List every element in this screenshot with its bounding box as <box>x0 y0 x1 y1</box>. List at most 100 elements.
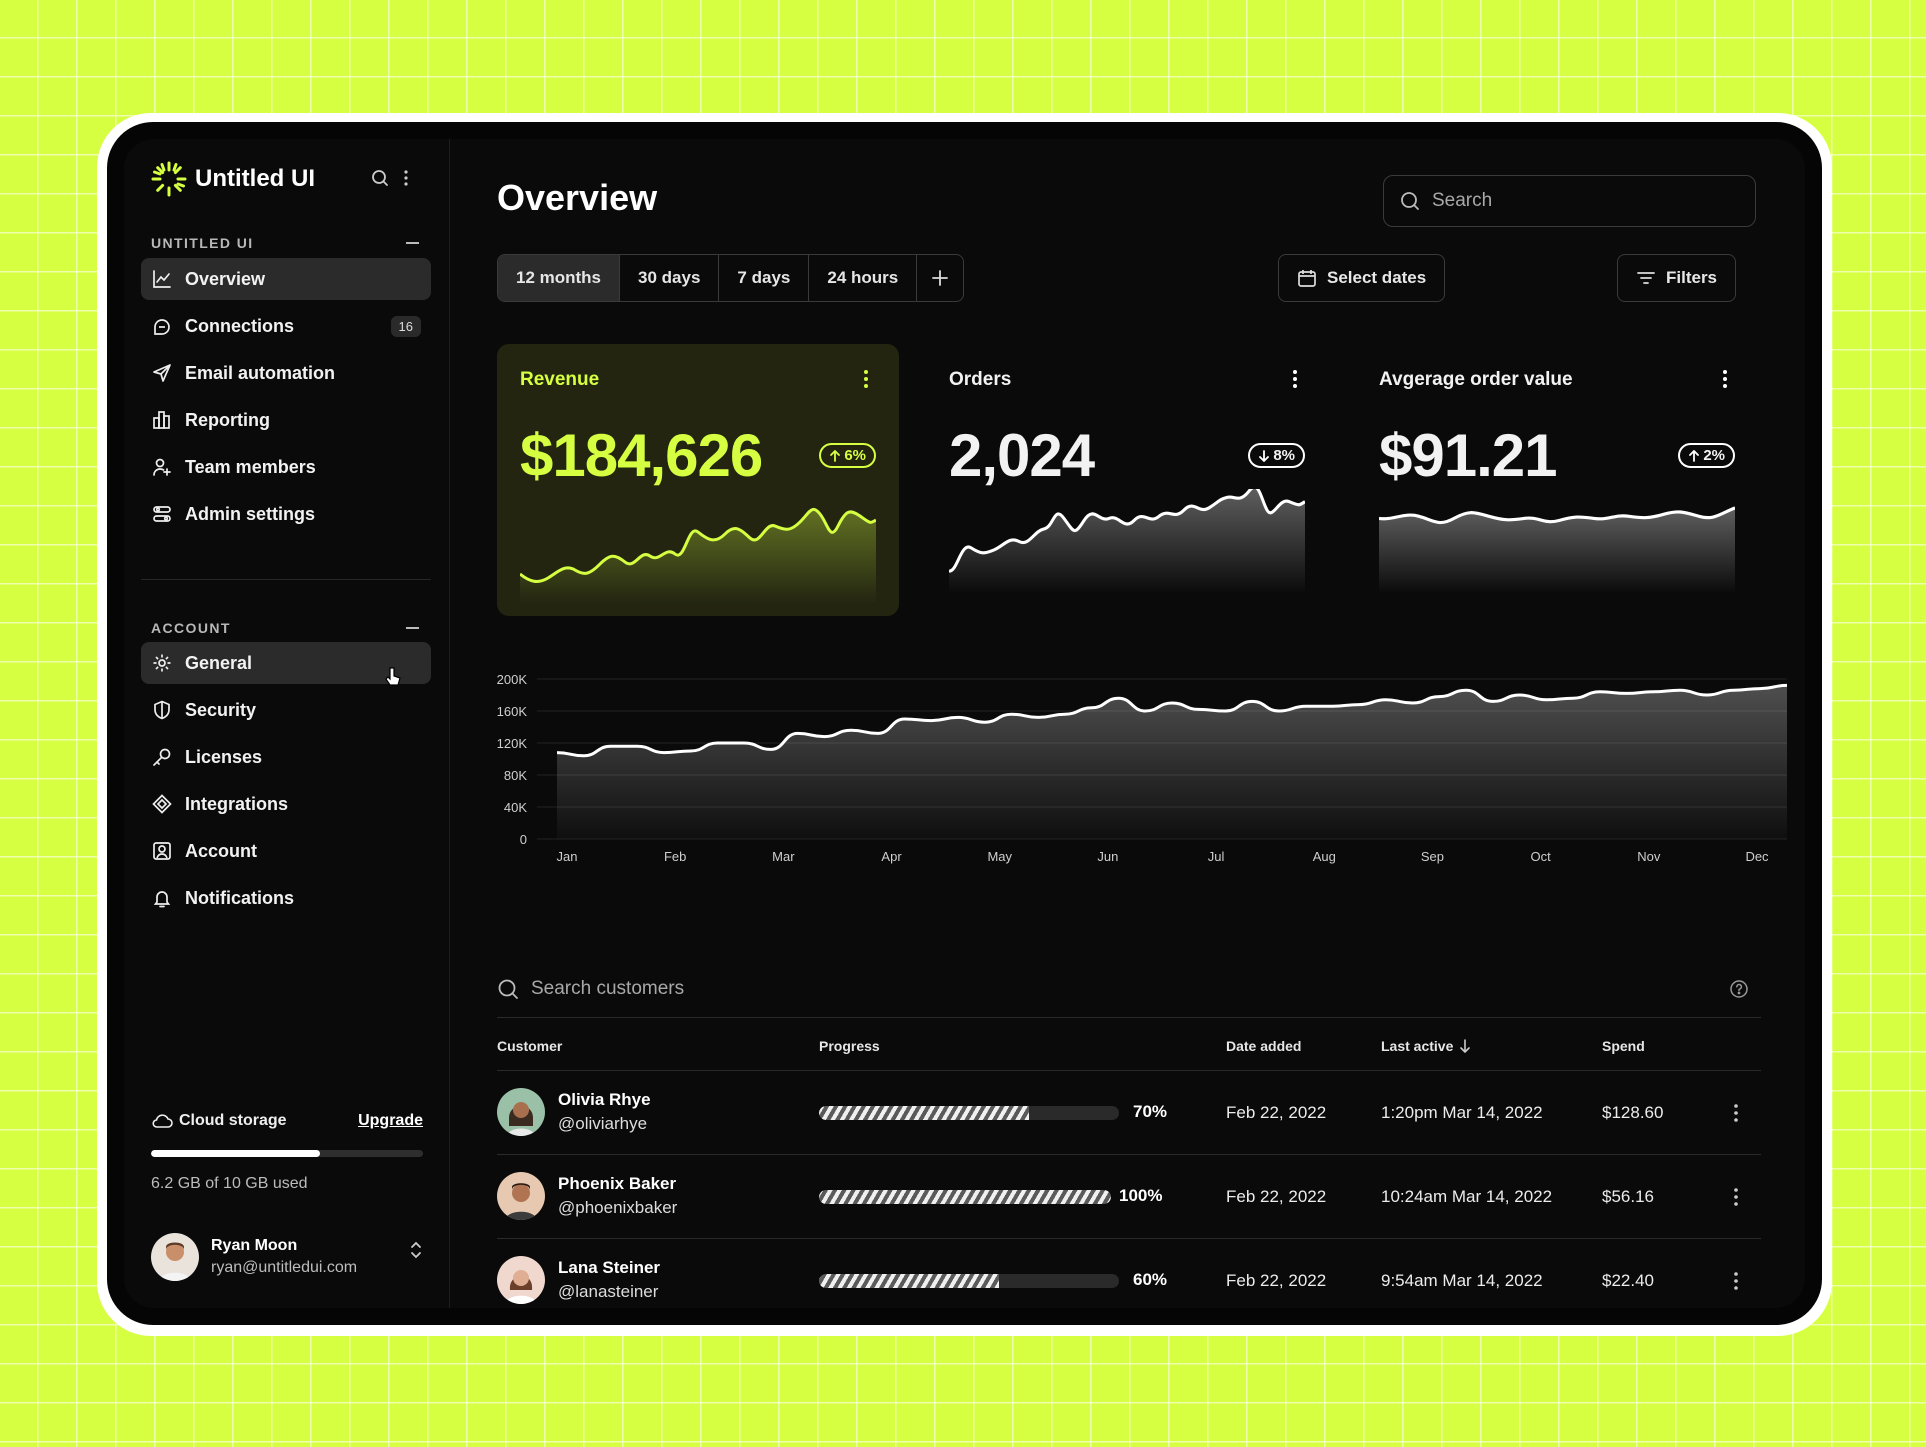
brand[interactable]: Untitled UI <box>151 161 315 197</box>
search-input[interactable]: Search <box>1383 175 1756 227</box>
section-header-untitled[interactable]: UNTITLED UI <box>151 235 419 251</box>
storage-title-label: Cloud storage <box>179 1112 287 1129</box>
sidebar-item-label: Security <box>185 699 257 720</box>
sidebar-item-email-automation[interactable]: Email automation <box>141 352 431 394</box>
upgrade-link[interactable]: Upgrade <box>358 1112 423 1129</box>
table-row[interactable]: Olivia Rhye @oliviarhye 70% Feb 22, 2022 … <box>497 1071 1761 1155</box>
select-dates-label: Select dates <box>1327 268 1427 287</box>
collapse-icon[interactable] <box>406 242 419 244</box>
more-vertical-icon[interactable] <box>403 169 409 187</box>
spend: $56.16 <box>1602 1187 1654 1206</box>
help-circle-icon[interactable] <box>1729 979 1749 999</box>
sidebar-item-licenses[interactable]: Licenses <box>141 736 431 778</box>
cloud-icon <box>152 1114 173 1128</box>
user-profile[interactable]: Ryan Moon ryan@untitledui.com <box>151 1233 423 1281</box>
tab-12-months[interactable]: 12 months <box>498 255 621 301</box>
x-tick-label: Aug <box>1313 849 1336 864</box>
add-range-button[interactable] <box>917 255 963 301</box>
search-customers-input[interactable]: Search customers <box>531 978 685 999</box>
tab-7-days[interactable]: 7 days <box>719 255 810 301</box>
sidebar-item-account[interactable]: Account <box>141 830 431 872</box>
gear-icon <box>151 652 173 674</box>
last-active: 1:20pm Mar 14, 2022 <box>1381 1103 1543 1122</box>
sidebar-item-reporting[interactable]: Reporting <box>141 399 431 441</box>
sidebar-item-overview[interactable]: Overview <box>141 258 431 300</box>
sidebar-item-admin-settings[interactable]: Admin settings <box>141 493 431 535</box>
search-placeholder: Search <box>1432 190 1493 211</box>
section-header-account[interactable]: ACCOUNT <box>151 620 419 636</box>
customer-cell: Lana Steiner @lanasteiner <box>497 1256 660 1304</box>
more-vertical-icon[interactable] <box>1722 369 1728 389</box>
filters-button[interactable]: Filters <box>1617 254 1737 302</box>
sidebar: Untitled UI UNTITLED UI Overview Connect… <box>124 139 450 1308</box>
sidebar-item-label: Overview <box>185 268 266 289</box>
card-title: Revenue <box>520 369 600 390</box>
toggles-icon <box>151 503 173 525</box>
select-dates-button[interactable]: Select dates <box>1278 254 1446 302</box>
x-tick-label: Apr <box>881 849 902 864</box>
metric-card-revenue[interactable]: Revenue $184,626 6% <box>497 344 899 616</box>
storage-bar <box>151 1150 423 1157</box>
table-row[interactable]: Phoenix Baker @phoenixbaker 100% Feb 22, … <box>497 1155 1761 1239</box>
avatar <box>497 1256 545 1304</box>
sidebar-item-team-members[interactable]: Team members <box>141 446 431 488</box>
customer-name: Olivia Rhye <box>558 1090 651 1109</box>
x-tick-label: Feb <box>664 849 686 864</box>
tab-30-days[interactable]: 30 days <box>620 255 720 301</box>
progress-label: 60% <box>1133 1270 1168 1289</box>
search-icon <box>1401 192 1419 210</box>
plus-icon <box>932 270 949 286</box>
sidebar-item-label: General <box>185 652 253 673</box>
column-header-date-added[interactable]: Date added <box>1226 1038 1302 1054</box>
column-header-last-active[interactable]: Last active <box>1381 1038 1471 1054</box>
metric-card-aov[interactable]: Avgerage order value $91.21 2% <box>1356 344 1758 616</box>
metric-card-orders[interactable]: Orders 2,024 8% <box>926 344 1328 616</box>
card-value: $184,626 <box>520 422 763 489</box>
last-active: 9:54am Mar 14, 2022 <box>1381 1271 1543 1290</box>
more-vertical-icon[interactable] <box>1733 1103 1739 1123</box>
collapse-icon[interactable] <box>406 627 419 629</box>
chart-series-line <box>556 683 1787 758</box>
more-vertical-icon[interactable] <box>1733 1271 1739 1291</box>
more-vertical-icon[interactable] <box>1292 369 1298 389</box>
storage-usage: 6.2 GB of 10 GB used <box>151 1175 308 1192</box>
aov-sparkline <box>1379 506 1735 594</box>
sidebar-tools <box>371 169 409 187</box>
sidebar-item-general[interactable]: General <box>141 642 431 686</box>
column-header-spend[interactable]: Spend <box>1602 1038 1645 1054</box>
last-active-label: Last active <box>1381 1038 1454 1054</box>
sidebar-item-label: Team members <box>185 456 316 477</box>
x-tick-label: Jun <box>1097 849 1118 864</box>
sidebar-item-integrations[interactable]: Integrations <box>141 783 431 825</box>
sidebar-item-connections[interactable]: Connections 16 <box>141 305 431 347</box>
progress-bar <box>819 1274 1119 1288</box>
more-vertical-icon[interactable] <box>863 369 869 389</box>
x-tick-label: Dec <box>1745 849 1769 864</box>
more-vertical-icon[interactable] <box>1733 1187 1739 1207</box>
revenue-sparkline <box>520 508 876 604</box>
column-header-progress[interactable]: Progress <box>819 1038 880 1054</box>
table-header: Customer Progress Date added Last active… <box>497 1017 1761 1071</box>
sidebar-item-label: Integrations <box>185 793 289 814</box>
date-added: Feb 22, 2022 <box>1226 1103 1327 1122</box>
search-icon[interactable] <box>371 169 389 187</box>
tab-24-hours[interactable]: 24 hours <box>809 255 918 301</box>
users-plus-icon <box>151 456 173 478</box>
sidebar-item-security[interactable]: Security <box>141 689 431 731</box>
section-title: ACCOUNT <box>151 620 231 636</box>
x-tick-label: Mar <box>772 849 795 864</box>
spend: $22.40 <box>1602 1271 1654 1290</box>
app-window: Untitled UI UNTITLED UI Overview Connect… <box>124 139 1805 1308</box>
delta-value: 8% <box>1273 447 1295 464</box>
nav-main: Overview Connections 16 Email automation… <box>141 258 431 540</box>
column-header-customer[interactable]: Customer <box>497 1038 563 1054</box>
chevron-selector-icon[interactable] <box>409 1241 423 1259</box>
nav-account: General Security Licenses Integrations A… <box>141 642 431 924</box>
table-row[interactable]: Lana Steiner @lanasteiner 60% Feb 22, 202… <box>497 1239 1761 1308</box>
avatar <box>151 1233 199 1281</box>
x-tick-label: Nov <box>1637 849 1661 864</box>
spend: $128.60 <box>1602 1103 1664 1122</box>
progress-bar <box>819 1106 1119 1120</box>
sidebar-item-notifications[interactable]: Notifications <box>141 877 431 919</box>
key-icon <box>151 746 173 768</box>
